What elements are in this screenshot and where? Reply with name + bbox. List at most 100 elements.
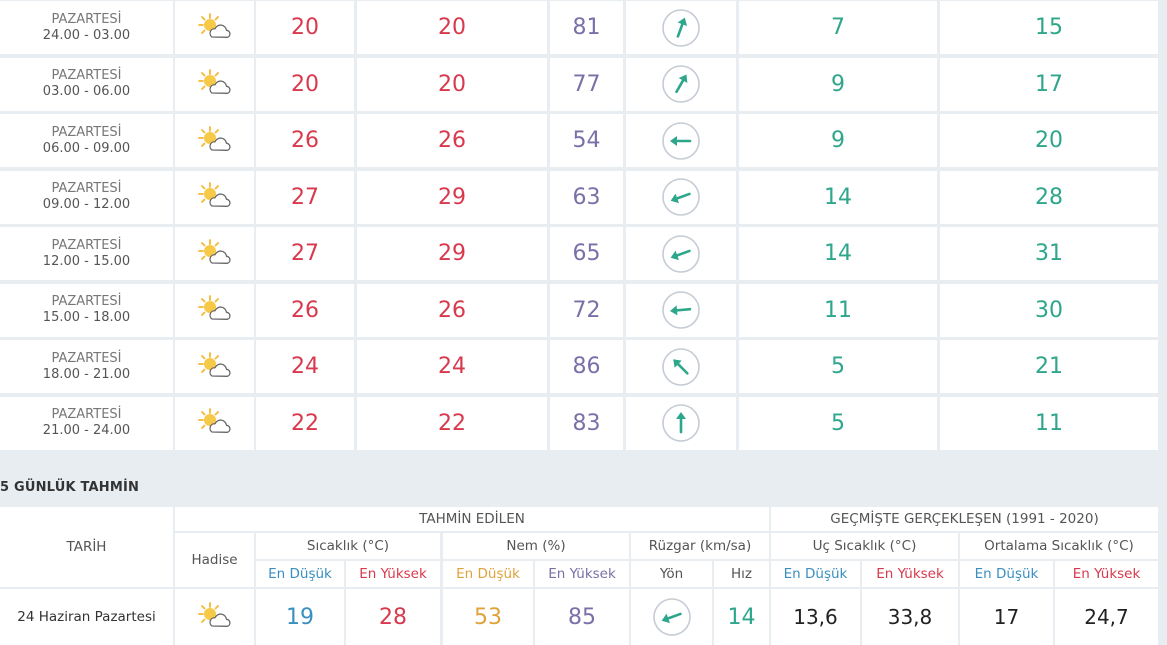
header-event: Hadise xyxy=(175,533,254,587)
wind-direction-icon xyxy=(661,64,701,104)
five-day-title: 5 GÜNLÜK TAHMİN xyxy=(0,480,140,495)
hourly-icon-cell xyxy=(175,114,254,167)
hourly-feels-like: 22 xyxy=(357,396,547,450)
hourly-wind-gust: 17 xyxy=(940,57,1158,111)
hourly-humidity: 77 xyxy=(550,57,623,111)
hourly-humidity: 81 xyxy=(550,1,623,54)
hourly-icon-cell xyxy=(175,57,254,111)
header-temp-high: En Yüksek xyxy=(346,561,440,587)
row-hum-low: 53 xyxy=(443,589,533,645)
hourly-temperature: 20 xyxy=(256,1,354,54)
hourly-wind-speed: 7 xyxy=(739,1,937,54)
hourly-time-range: 21.00 - 24.00 xyxy=(42,423,131,438)
hourly-day-label: PAZARTESİ xyxy=(51,407,122,422)
hourly-wind-gust: 21 xyxy=(940,340,1158,393)
hourly-wind-speed: 14 xyxy=(739,170,937,224)
hourly-icon-cell xyxy=(175,1,254,54)
hourly-humidity: 86 xyxy=(550,340,623,393)
hourly-day-label: PAZARTESİ xyxy=(51,181,122,196)
hourly-icon-cell xyxy=(175,340,254,393)
hourly-wind-dir-cell xyxy=(626,396,736,450)
header-hum-low: En Düşük xyxy=(443,561,533,587)
partly-sunny-icon xyxy=(195,237,235,271)
hourly-wind-speed: 9 xyxy=(739,57,937,111)
header-forecast: TAHMİN EDİLEN xyxy=(175,507,769,531)
hourly-time-cell: PAZARTESİ 03.00 - 06.00 xyxy=(0,57,173,111)
partly-sunny-icon xyxy=(195,11,235,45)
partly-sunny-icon xyxy=(195,293,235,327)
hourly-time-cell: PAZARTESİ 24.00 - 03.00 xyxy=(0,1,173,54)
hourly-time-cell: PAZARTESİ 09.00 - 12.00 xyxy=(0,170,173,224)
wind-direction-icon xyxy=(652,597,692,637)
hourly-wind-gust: 30 xyxy=(940,283,1158,337)
hourly-humidity: 63 xyxy=(550,170,623,224)
hourly-temperature: 27 xyxy=(256,227,354,280)
hourly-icon-cell xyxy=(175,170,254,224)
row-ext-high: 33,8 xyxy=(862,589,958,645)
wind-direction-icon xyxy=(661,121,701,161)
header-temp-low: En Düşük xyxy=(256,561,344,587)
hourly-wind-gust: 15 xyxy=(940,1,1158,54)
row-wind-speed: 14 xyxy=(714,589,769,645)
hourly-wind-gust: 11 xyxy=(940,396,1158,450)
hourly-feels-like: 20 xyxy=(357,57,547,111)
row-event-icon-cell xyxy=(175,589,254,645)
header-date: TARİH xyxy=(0,507,173,587)
hourly-time-range: 09.00 - 12.00 xyxy=(42,197,131,212)
header-ext-low: En Düşük xyxy=(771,561,860,587)
hourly-wind-speed: 5 xyxy=(739,396,937,450)
hourly-wind-dir-cell xyxy=(626,227,736,280)
row-avg-low: 17 xyxy=(960,589,1053,645)
hourly-time-range: 24.00 - 03.00 xyxy=(42,27,131,43)
hourly-time-range: 15.00 - 18.00 xyxy=(42,310,131,325)
hourly-wind-gust: 20 xyxy=(940,114,1158,167)
header-hum-high: En Yüksek xyxy=(535,561,629,587)
hourly-feels-like: 24 xyxy=(357,340,547,393)
hourly-time-cell: PAZARTESİ 18.00 - 21.00 xyxy=(0,340,173,393)
hourly-time-range: 06.00 - 09.00 xyxy=(42,140,131,156)
hourly-temperature: 20 xyxy=(256,57,354,111)
header-avg-temp: Ortalama Sıcaklık (°C) xyxy=(960,533,1158,559)
row-avg-high: 24,7 xyxy=(1055,589,1158,645)
header-wind-speed: Hız xyxy=(714,561,769,587)
hourly-icon-cell xyxy=(175,396,254,450)
hourly-temperature: 26 xyxy=(256,283,354,337)
hourly-wind-dir-cell xyxy=(626,170,736,224)
wind-direction-icon xyxy=(661,234,701,274)
hourly-time-range: 03.00 - 06.00 xyxy=(42,84,131,99)
hourly-temperature: 22 xyxy=(256,396,354,450)
wind-direction-icon xyxy=(661,403,701,443)
hourly-time-range: 12.00 - 15.00 xyxy=(42,253,131,269)
hourly-wind-dir-cell xyxy=(626,57,736,111)
header-wind-direction: Yön xyxy=(631,561,712,587)
hourly-time-cell: PAZARTESİ 06.00 - 09.00 xyxy=(0,114,173,167)
row-date: 24 Haziran Pazartesi xyxy=(0,589,173,645)
hourly-day-label: PAZARTESİ xyxy=(51,237,122,253)
hourly-wind-dir-cell xyxy=(626,114,736,167)
row-temp-high: 28 xyxy=(346,589,440,645)
header-ext-high: En Yüksek xyxy=(862,561,958,587)
hourly-icon-cell xyxy=(175,227,254,280)
hourly-wind-gust: 28 xyxy=(940,170,1158,224)
partly-sunny-icon xyxy=(195,67,235,101)
wind-direction-icon xyxy=(661,177,701,217)
hourly-wind-dir-cell xyxy=(626,1,736,54)
hourly-wind-gust: 31 xyxy=(940,227,1158,280)
partly-sunny-icon xyxy=(195,350,235,384)
row-temp-low: 19 xyxy=(256,589,344,645)
header-wind: Rüzgar (km/sa) xyxy=(631,533,769,559)
row-wind-dir-cell xyxy=(631,589,712,645)
header-avg-high: En Yüksek xyxy=(1055,561,1158,587)
hourly-wind-speed: 5 xyxy=(739,340,937,393)
hourly-temperature: 26 xyxy=(256,114,354,167)
hourly-humidity: 54 xyxy=(550,114,623,167)
hourly-wind-speed: 14 xyxy=(739,227,937,280)
hourly-temperature: 24 xyxy=(256,340,354,393)
hourly-feels-like: 26 xyxy=(357,283,547,337)
wind-direction-icon xyxy=(661,347,701,387)
partly-sunny-icon xyxy=(195,600,235,634)
hourly-day-label: PAZARTESİ xyxy=(51,294,122,309)
header-historical: GEÇMİŞTE GERÇEKLEŞEN (1991 - 2020) xyxy=(771,507,1158,531)
hourly-feels-like: 20 xyxy=(357,1,547,54)
hourly-icon-cell xyxy=(175,283,254,337)
